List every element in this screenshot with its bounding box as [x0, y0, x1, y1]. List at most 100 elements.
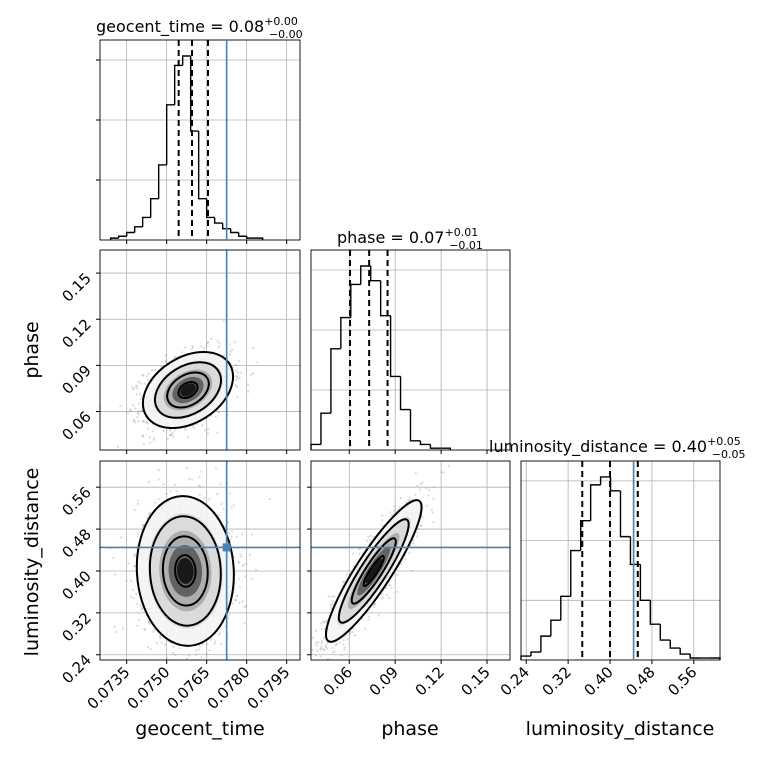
sample-point [191, 478, 194, 481]
sample-point [388, 583, 391, 586]
hist-bin [117, 235, 127, 239]
sample-point [187, 435, 190, 439]
sample-point [197, 484, 200, 487]
sample-point [169, 664, 171, 666]
sample-point [153, 438, 156, 441]
hist-bin [530, 651, 541, 657]
sample-point [326, 642, 329, 645]
sample-point [235, 369, 238, 372]
sample-point [155, 642, 159, 645]
sample-point [217, 633, 220, 636]
sample-point [132, 404, 135, 407]
sample-point [331, 647, 334, 650]
sample-point [149, 647, 152, 651]
sample-point [143, 382, 146, 385]
hist-bin [320, 412, 331, 445]
sample-point [330, 604, 333, 607]
panel-frame [99, 39, 301, 241]
sample-point [241, 532, 244, 535]
sample-point [410, 570, 413, 573]
sample-point [380, 524, 383, 527]
sample-point [203, 346, 206, 349]
sample-point [393, 510, 396, 514]
sample-point [137, 402, 141, 405]
sample-point [240, 555, 243, 558]
sample-point [323, 621, 326, 624]
sample-point [421, 516, 424, 519]
title-ld-plus: +0.05 [707, 435, 741, 448]
xtick-label-luminosity-distance: 0.56 [664, 663, 700, 699]
sample-point [343, 580, 346, 583]
sample-point [137, 412, 140, 416]
ytick-label-luminosity_distance: 0.32 [58, 609, 94, 645]
sample-point [331, 600, 334, 603]
sample-point [398, 506, 401, 509]
sample-point [315, 644, 318, 647]
sample-point [184, 427, 187, 430]
hist-bin [589, 484, 601, 521]
hist-bin [133, 226, 143, 233]
sample-point [412, 541, 415, 545]
sample-point [166, 437, 169, 441]
sample-point [231, 530, 234, 533]
sample-point [140, 608, 143, 611]
sample-point [234, 383, 237, 386]
sample-point [135, 592, 138, 595]
sample-point [137, 532, 140, 535]
sample-point [343, 648, 346, 651]
sample-point [425, 487, 428, 490]
sample-point [218, 661, 220, 663]
sample-point [208, 649, 211, 652]
sample-point [245, 562, 248, 566]
sample-point [200, 656, 203, 659]
sample-point [235, 599, 238, 602]
sample-point [367, 535, 370, 538]
hist-bin [125, 231, 135, 237]
sample-point [222, 507, 225, 510]
contour-line [154, 361, 222, 419]
sample-point [234, 598, 237, 602]
sample-point [119, 536, 123, 539]
sample-point [227, 617, 230, 620]
sample-point [342, 639, 345, 642]
sample-point [373, 603, 376, 606]
sample-point [166, 657, 169, 660]
sample-point [391, 514, 394, 517]
sample-point [130, 595, 133, 598]
sample-point [147, 378, 150, 381]
hist-bin [237, 232, 247, 237]
sample-point [346, 638, 349, 641]
sample-point [235, 385, 238, 388]
ytick-label-luminosity_distance: 0.24 [58, 651, 94, 687]
sample-point [247, 390, 250, 393]
title-phase-plus: +0.01 [444, 226, 478, 239]
sample-point [407, 499, 410, 502]
sample-point [412, 538, 415, 542]
sample-point [152, 436, 155, 439]
sample-point [242, 564, 245, 567]
sample-point [311, 669, 313, 671]
sample-point [149, 511, 152, 514]
sample-point [222, 319, 225, 322]
ytick-label-phase: 0.06 [58, 408, 94, 444]
xtick-label-geocent_time: 0.0765 [164, 663, 214, 713]
sample-point [396, 573, 399, 576]
sample-point [399, 496, 402, 500]
xtick-label-phase: 0.06 [320, 663, 356, 699]
sample-point [322, 620, 325, 623]
sample-point [174, 355, 177, 358]
sample-point [314, 654, 317, 657]
sample-point [169, 490, 172, 493]
contour-line [337, 518, 410, 624]
density-level [180, 383, 196, 397]
hist-bin [205, 198, 215, 219]
sample-point [250, 373, 253, 376]
sample-point [207, 341, 210, 344]
ytick-label-luminosity_distance: 0.56 [58, 483, 94, 519]
sample-point [251, 372, 255, 375]
sample-point [210, 337, 213, 340]
hist-bin [173, 64, 183, 105]
sample-point [311, 648, 314, 651]
sample-point [206, 652, 209, 656]
sample-point [215, 667, 217, 669]
